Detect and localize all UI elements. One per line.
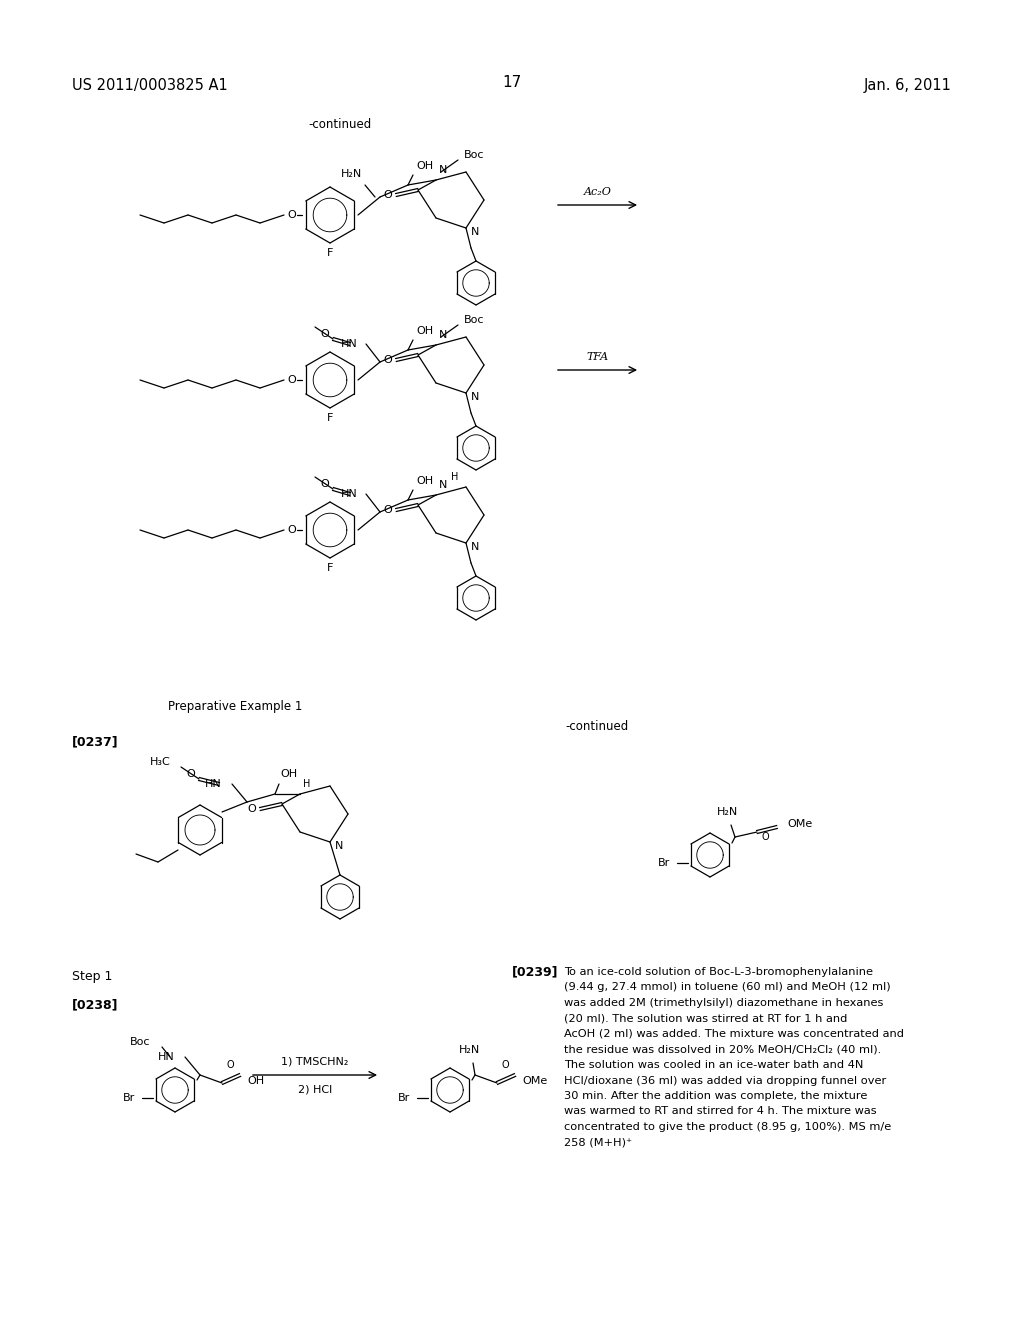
Text: O: O [288,375,296,385]
Text: Br: Br [123,1093,135,1104]
Text: O: O [761,832,769,842]
Text: O: O [384,506,392,515]
Text: H₂N: H₂N [717,807,737,817]
Text: H₂N: H₂N [460,1045,480,1055]
Text: N: N [471,227,479,238]
Text: [0238]: [0238] [72,998,119,1011]
Text: HN: HN [341,488,358,499]
Text: Preparative Example 1: Preparative Example 1 [168,700,302,713]
Text: Step 1: Step 1 [72,970,113,983]
Text: -continued: -continued [565,719,629,733]
Text: O: O [321,329,330,339]
Text: OH: OH [416,326,433,337]
Text: 2) HCl: 2) HCl [298,1085,332,1096]
Text: 17: 17 [503,75,521,90]
Text: H: H [451,473,459,482]
Text: OH: OH [416,161,433,172]
Text: O: O [384,355,392,366]
Text: Br: Br [657,858,670,869]
Text: N: N [471,543,479,552]
Text: concentrated to give the product (8.95 g, 100%). MS m/e: concentrated to give the product (8.95 g… [564,1122,891,1133]
Text: O: O [384,190,392,201]
Text: the residue was dissolved in 20% MeOH/CH₂Cl₂ (40 ml).: the residue was dissolved in 20% MeOH/CH… [564,1044,882,1055]
Text: N: N [471,392,479,403]
Text: O: O [226,1060,233,1071]
Text: O: O [321,479,330,488]
Text: HN: HN [341,339,358,348]
Text: H₂N: H₂N [341,169,362,180]
Text: N: N [439,480,447,490]
Text: Boc: Boc [129,1038,150,1047]
Text: (9.44 g, 27.4 mmol) in toluene (60 ml) and MeOH (12 ml): (9.44 g, 27.4 mmol) in toluene (60 ml) a… [564,982,891,993]
Text: was added 2M (trimethylsilyl) diazomethane in hexanes: was added 2M (trimethylsilyl) diazometha… [564,998,884,1008]
Text: OMe: OMe [787,818,812,829]
Text: Jan. 6, 2011: Jan. 6, 2011 [864,78,952,92]
Text: Br: Br [397,1093,410,1104]
Text: O: O [248,804,256,814]
Text: F: F [327,413,333,422]
Text: OH: OH [416,477,433,486]
Text: 30 min. After the addition was complete, the mixture: 30 min. After the addition was complete,… [564,1092,867,1101]
Text: N: N [439,165,447,176]
Text: Boc: Boc [464,150,484,160]
Text: F: F [327,248,333,257]
Text: (20 ml). The solution was stirred at RT for 1 h and: (20 ml). The solution was stirred at RT … [564,1014,848,1023]
Text: H: H [303,779,310,789]
Text: [0239]: [0239] [512,965,558,978]
Text: HCl/dioxane (36 ml) was added via dropping funnel over: HCl/dioxane (36 ml) was added via droppi… [564,1076,886,1085]
Text: O: O [186,770,196,779]
Text: 258 (M+H)⁺: 258 (M+H)⁺ [564,1138,632,1147]
Text: [0237]: [0237] [72,735,119,748]
Text: To an ice-cold solution of Boc-L-3-bromophenylalanine: To an ice-cold solution of Boc-L-3-bromo… [564,968,873,977]
Text: HN: HN [205,779,222,789]
Text: N: N [335,841,343,851]
Text: Boc: Boc [464,315,484,325]
Text: TFA: TFA [587,352,608,362]
Text: -continued: -continued [308,117,372,131]
Text: O: O [501,1060,509,1071]
Text: was warmed to RT and stirred for 4 h. The mixture was: was warmed to RT and stirred for 4 h. Th… [564,1106,877,1117]
Text: O: O [288,210,296,220]
Text: 1) TMSCHN₂: 1) TMSCHN₂ [282,1057,349,1067]
Text: AcOH (2 ml) was added. The mixture was concentrated and: AcOH (2 ml) was added. The mixture was c… [564,1030,904,1039]
Text: Ac₂O: Ac₂O [584,187,611,197]
Text: N: N [439,330,447,341]
Text: O: O [288,525,296,535]
Text: H₃C: H₃C [151,756,171,767]
Text: The solution was cooled in an ice-water bath and 4N: The solution was cooled in an ice-water … [564,1060,863,1071]
Text: OMe: OMe [522,1076,547,1086]
Text: OH: OH [280,770,297,779]
Text: US 2011/0003825 A1: US 2011/0003825 A1 [72,78,227,92]
Text: OH: OH [247,1076,264,1086]
Text: F: F [327,564,333,573]
Text: HN: HN [159,1052,175,1063]
